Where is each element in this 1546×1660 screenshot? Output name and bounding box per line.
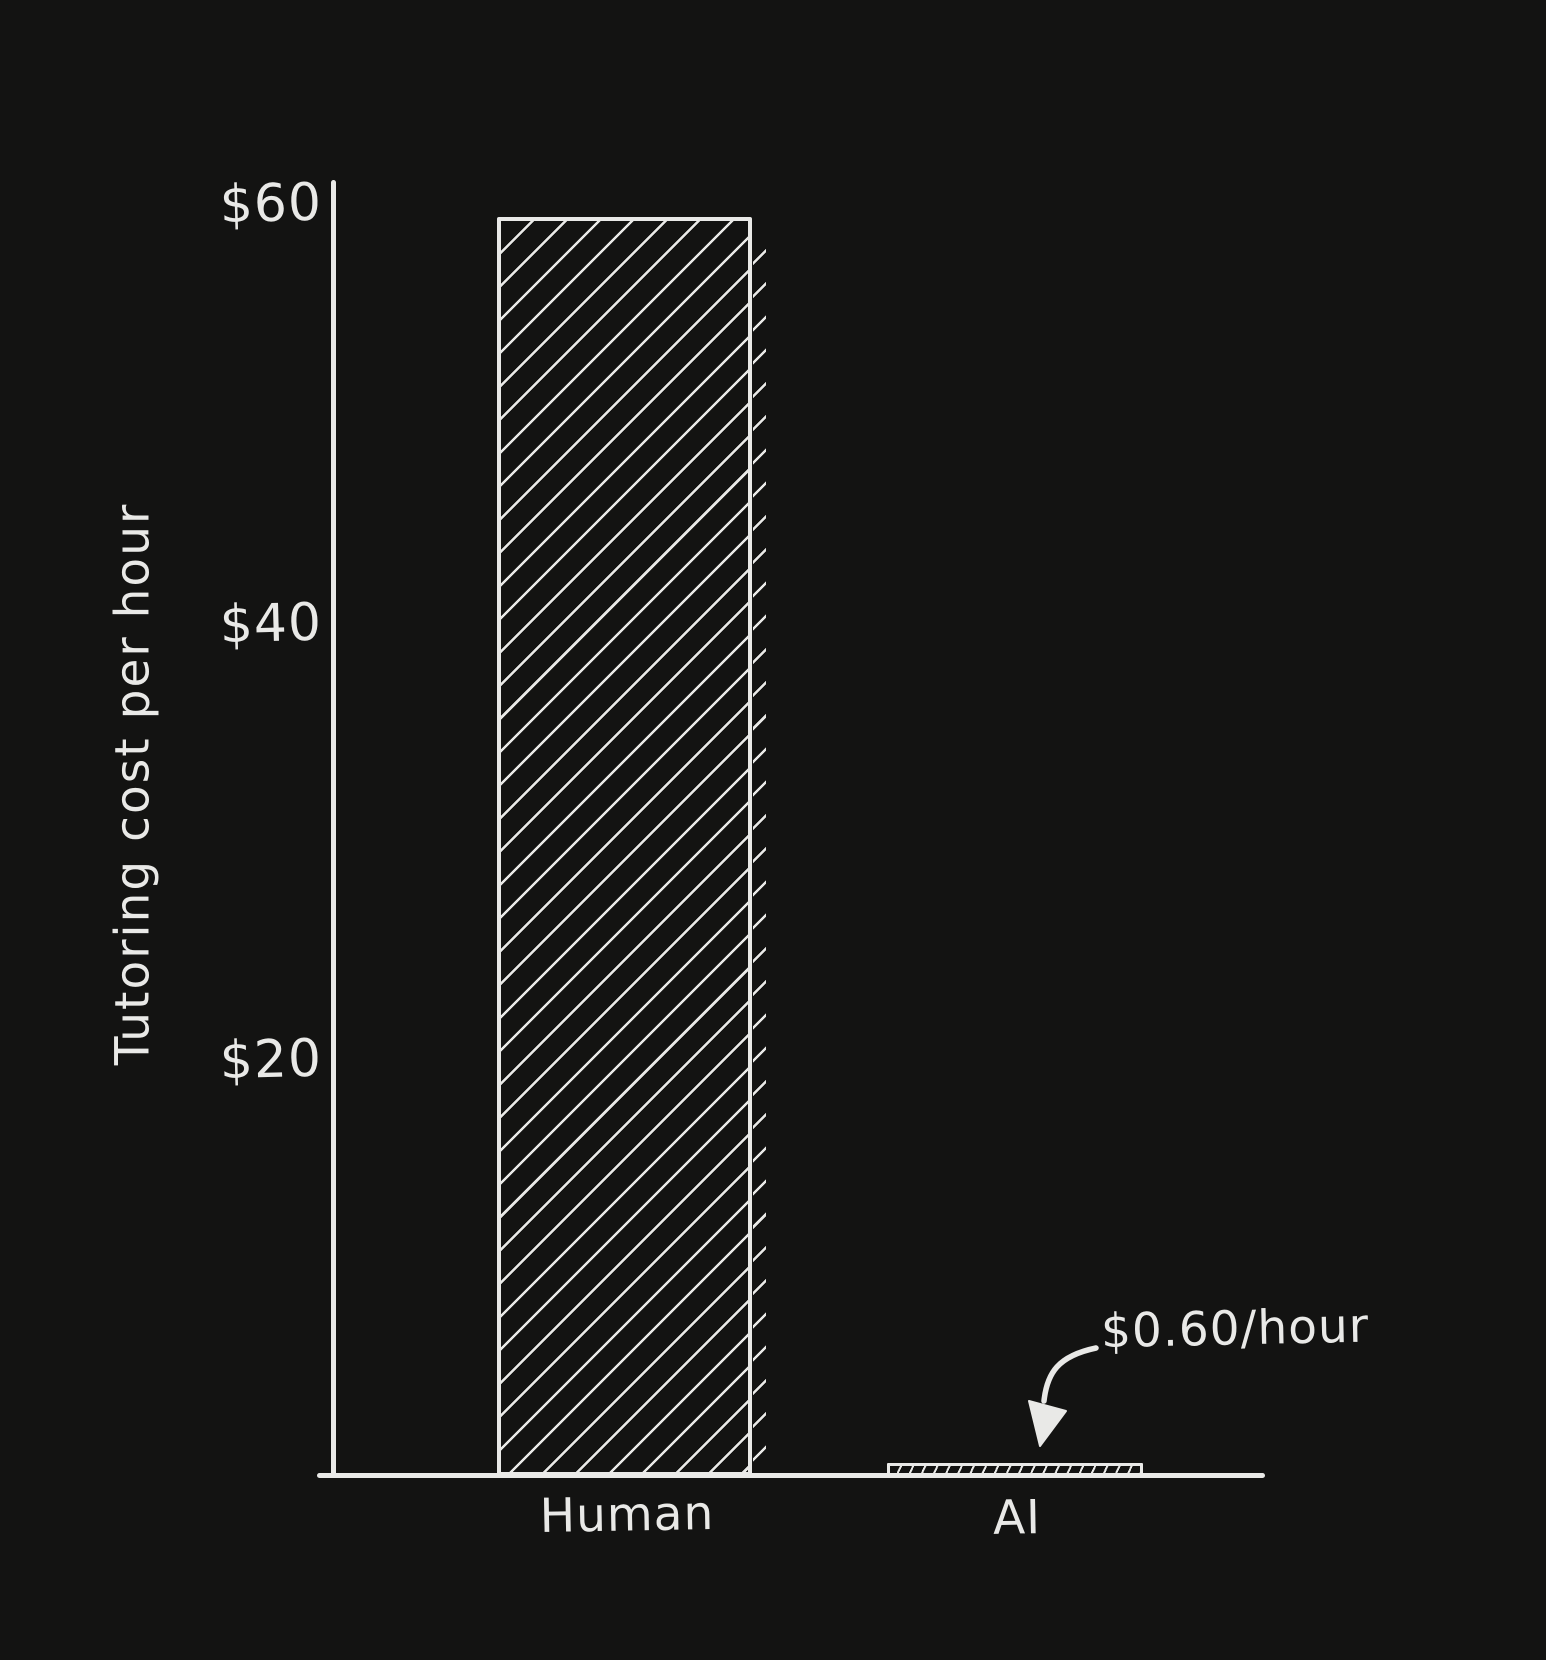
y-axis-title: Tutoring cost per hour — [105, 502, 161, 1066]
ytick-20: $20 — [218, 1028, 323, 1092]
x-axis-line — [317, 1473, 1265, 1478]
category-label-ai: AI — [992, 1490, 1042, 1546]
ytick-60: $60 — [218, 172, 323, 236]
bar-ai — [887, 1463, 1143, 1478]
annotation-ai-price: $0.60/hour — [1100, 1298, 1370, 1360]
bar-human-hatch-overshoot — [753, 232, 766, 1472]
ytick-40: $40 — [218, 592, 323, 656]
category-label-human: Human — [539, 1485, 715, 1545]
bar-human — [497, 217, 752, 1476]
y-axis-line — [331, 180, 336, 1477]
